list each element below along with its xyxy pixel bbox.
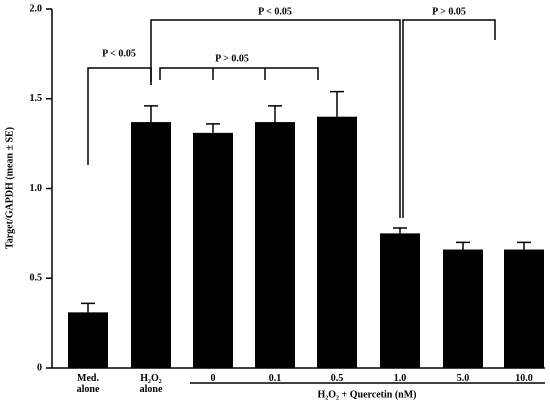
annotation: P < 0.05 [258, 6, 292, 17]
bar [380, 233, 420, 368]
bar [317, 116, 357, 368]
y-axis-label: Target/GAPDH (mean ± SE) [4, 127, 15, 249]
error-bar [206, 123, 220, 133]
annotation: P > 0.05 [432, 6, 466, 17]
bar [504, 249, 544, 368]
bracket [159, 67, 319, 80]
bar [193, 132, 233, 368]
bracket [402, 19, 496, 218]
bar [131, 122, 171, 369]
group-label: H₂O₂ + Quercetin (nM) [318, 389, 417, 400]
y-tick-label: 0 [37, 362, 42, 373]
y-tick-label: 0.5 [30, 273, 43, 284]
bar [255, 122, 295, 369]
y-tick-label: 1.0 [30, 183, 43, 194]
x-tick-label: 0 [210, 373, 216, 384]
bar [68, 312, 108, 368]
error-bar [268, 105, 282, 123]
x-tick-label: 5.0 [456, 373, 470, 384]
error-bar [393, 227, 407, 234]
x-tick-label: 0.5 [330, 373, 344, 384]
x-tick-label: H₂O₂ alone [139, 373, 163, 395]
annotation: P > 0.05 [215, 53, 249, 64]
x-tick-label: Med. alone [76, 373, 100, 395]
error-bar [330, 90, 344, 117]
bracket [150, 19, 401, 218]
y-tick-label: 1.5 [30, 93, 43, 104]
annotation: P < 0.05 [102, 48, 136, 59]
x-tick-label: 0.1 [268, 373, 282, 384]
error-bar [81, 302, 95, 313]
y-tick-label: 2.0 [30, 3, 43, 14]
x-tick-label: 10.0 [515, 373, 533, 384]
x-tick-label: 1.0 [393, 373, 407, 384]
bar [443, 249, 483, 368]
error-bar [517, 241, 531, 250]
error-bar [144, 105, 158, 123]
error-bar [456, 241, 470, 250]
